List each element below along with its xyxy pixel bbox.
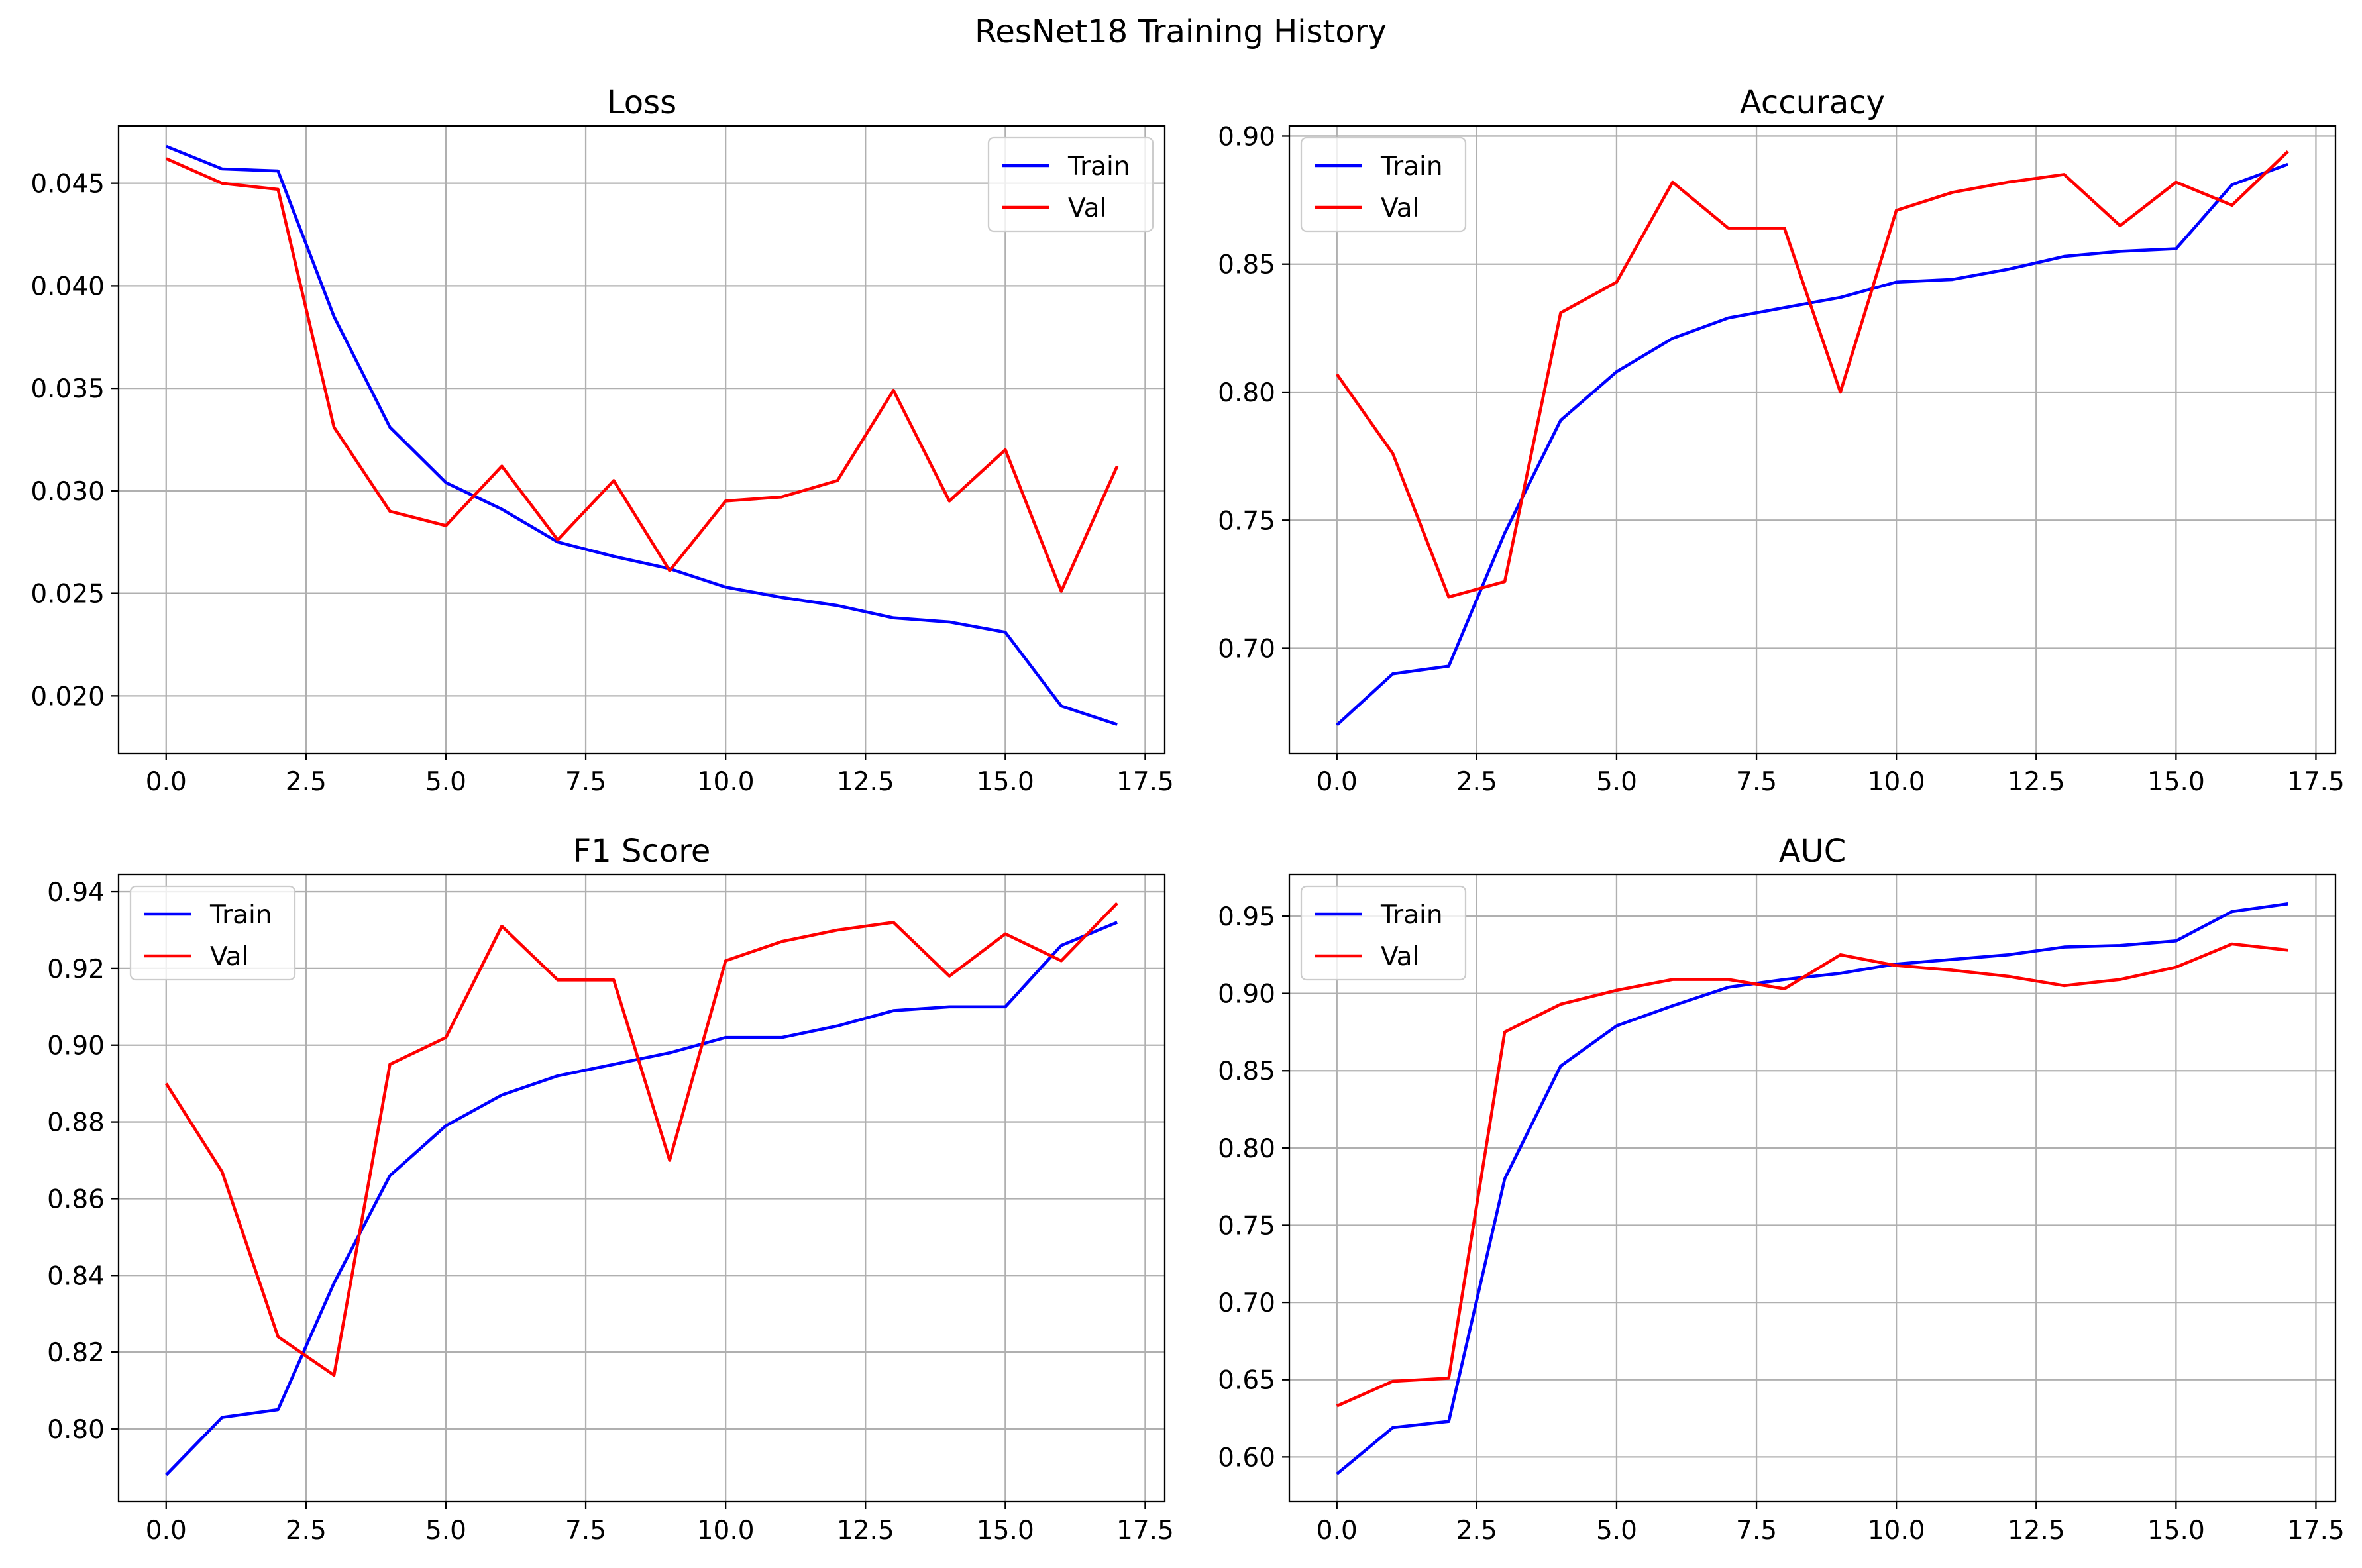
x-tick-label: 10.0 <box>1868 767 1925 797</box>
x-tick-label: 7.5 <box>1736 1516 1777 1545</box>
subplot-4: AUC 0.0 2.5 5.0 7.5 10.0 12.5 15.0 17.5 0.60 0.65 0… <box>1218 833 2345 1545</box>
y-tick-label: 0.70 <box>1218 1288 1275 1318</box>
y-tick-label: 0.040 <box>30 272 105 301</box>
legend-label-train: Train <box>1067 152 1130 182</box>
legend-label-train: Train <box>1380 152 1443 182</box>
subplot-title: Loss <box>607 84 676 121</box>
y-tick-label: 0.75 <box>1218 1211 1275 1241</box>
x-tick-label: 7.5 <box>565 1516 606 1545</box>
x-tick-label: 12.5 <box>2008 767 2065 797</box>
subplot-title: Accuracy <box>1740 84 1885 121</box>
y-tick-label: 0.90 <box>47 1031 105 1061</box>
legend-label-train: Train <box>209 900 272 930</box>
x-tick-label: 17.5 <box>2287 1516 2345 1545</box>
legend-label-val: Val <box>1381 193 1419 223</box>
y-tick-label: 0.75 <box>1218 506 1275 536</box>
y-tick-label: 0.80 <box>1218 378 1275 408</box>
y-tick-label: 0.84 <box>47 1261 105 1291</box>
x-tick-label: 12.5 <box>837 767 894 797</box>
x-tick-label: 0.0 <box>146 1516 187 1545</box>
x-tick-label: 0.0 <box>1316 1516 1358 1545</box>
y-tick-label: 0.80 <box>47 1415 105 1445</box>
x-tick-label: 15.0 <box>2147 1516 2205 1545</box>
legend-label-val: Val <box>210 942 248 972</box>
y-tick-label: 0.80 <box>1218 1134 1275 1164</box>
x-tick-label: 17.5 <box>2287 767 2345 797</box>
y-tick-label: 0.035 <box>30 374 105 404</box>
y-tick-label: 0.030 <box>30 477 105 507</box>
axes-frame <box>1288 125 2337 755</box>
y-tick-label: 0.65 <box>1218 1366 1275 1396</box>
y-tick-label: 0.60 <box>1218 1443 1275 1473</box>
subplot-grid: Loss 0.0 2.5 5.0 7.5 10.0 12.5 15.0 17.5 0.020 0.0… <box>30 84 2345 1545</box>
series-line-train <box>165 144 1118 726</box>
legend-label-val: Val <box>1381 942 1419 972</box>
axes-frame <box>117 125 1166 755</box>
x-tick-label: 10.0 <box>697 1516 755 1545</box>
y-tick-label: 0.90 <box>1218 980 1275 1010</box>
x-tick-label: 5.0 <box>1596 1516 1637 1545</box>
series-line-train <box>1336 162 2288 727</box>
y-tick-label: 0.85 <box>1218 1057 1275 1086</box>
y-tick-label: 0.90 <box>1218 122 1275 152</box>
series-line-val <box>1335 150 2289 599</box>
x-tick-label: 2.5 <box>286 1516 327 1545</box>
x-tick-label: 17.5 <box>1116 767 1174 797</box>
series-line-train <box>1336 902 2288 1475</box>
legend-label-val: Val <box>1068 193 1106 223</box>
x-tick-label: 15.0 <box>977 1516 1034 1545</box>
legend: Train Val <box>987 136 1154 233</box>
y-tick-label: 0.020 <box>30 682 105 711</box>
y-tick-label: 0.85 <box>1218 250 1275 280</box>
x-tick-label: 10.0 <box>697 767 755 797</box>
x-tick-label: 2.5 <box>286 767 327 797</box>
x-tick-label: 12.5 <box>2008 1516 2065 1545</box>
x-tick-label: 12.5 <box>837 1516 894 1545</box>
x-tick-label: 5.0 <box>1596 767 1637 797</box>
x-tick-label: 5.0 <box>425 1516 466 1545</box>
y-tick-label: 0.92 <box>47 955 105 984</box>
legend: Train Val <box>1300 136 1467 233</box>
x-tick-label: 7.5 <box>565 767 606 797</box>
y-tick-label: 0.94 <box>47 878 105 908</box>
x-tick-label: 0.0 <box>1316 767 1358 797</box>
y-tick-label: 0.70 <box>1218 635 1275 664</box>
subplot-title: AUC <box>1779 833 1846 870</box>
series-line-val <box>1336 942 2288 1408</box>
x-tick-label: 10.0 <box>1868 1516 1925 1545</box>
x-tick-label: 17.5 <box>1116 1516 1174 1545</box>
y-tick-label: 0.86 <box>47 1184 105 1214</box>
subplot-title: F1 Score <box>573 833 711 870</box>
legend: Train Val <box>1300 885 1467 981</box>
legend: Train Val <box>129 885 296 981</box>
subplot-2: Accuracy 0.0 2.5 5.0 7.5 10.0 12.5 15.0 17.5 0.70… <box>1218 84 2345 797</box>
x-tick-label: 15.0 <box>977 767 1034 797</box>
subplot-3: F1 Score 0.0 2.5 5.0 7.5 10.0 12.5 15.0 17.5 0.80… <box>47 833 1174 1545</box>
figure-title: ResNet18 Training History <box>975 13 1387 50</box>
y-tick-label: 0.88 <box>47 1108 105 1138</box>
x-tick-label: 15.0 <box>2147 767 2205 797</box>
axes-frame <box>117 873 1166 1503</box>
y-tick-label: 0.025 <box>30 580 105 609</box>
legend-label-train: Train <box>1380 900 1443 930</box>
series-line-train <box>165 921 1118 1477</box>
y-tick-label: 0.95 <box>1218 902 1275 932</box>
series-line-val <box>164 902 1118 1377</box>
subplot-1: Loss 0.0 2.5 5.0 7.5 10.0 12.5 15.0 17.5 0.020 0.0… <box>30 84 1174 797</box>
axes-frame <box>1288 873 2337 1503</box>
x-tick-label: 0.0 <box>146 767 187 797</box>
y-tick-label: 0.82 <box>47 1338 105 1368</box>
x-tick-label: 7.5 <box>1736 767 1777 797</box>
series-line-val <box>165 157 1119 593</box>
y-tick-label: 0.045 <box>30 170 105 199</box>
x-tick-label: 2.5 <box>1456 1516 1497 1545</box>
x-tick-label: 2.5 <box>1456 767 1497 797</box>
x-tick-label: 5.0 <box>425 767 466 797</box>
